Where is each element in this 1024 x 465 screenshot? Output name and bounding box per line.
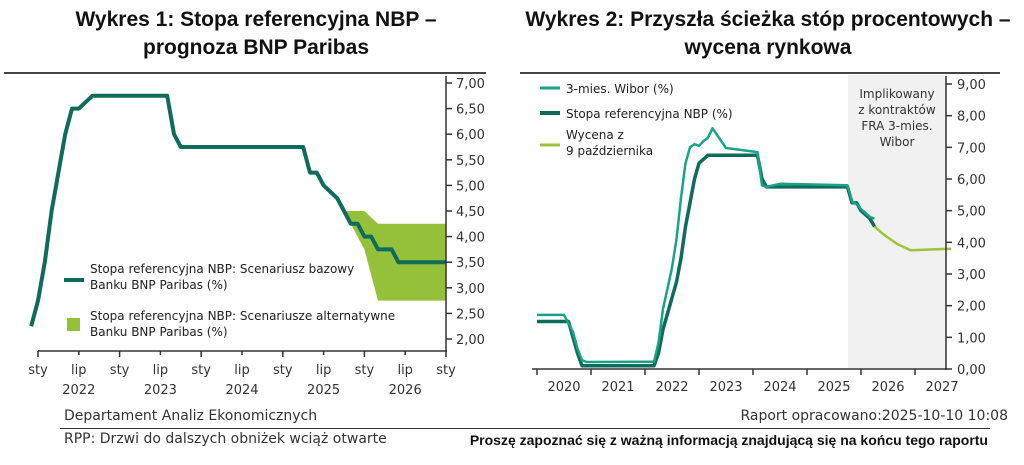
chart1-title-line2: prognoza BNP Paribas (143, 36, 369, 59)
footer-disclaimer: Proszę zapoznać się z ważną informacją z… (469, 432, 988, 448)
chart1-y-ticks: 7,00 6,50 6,00 5,50 5,00 4,50 4,00 3,50 3,00 2,50… (446, 77, 485, 348)
y-tick-label: 4,00 (957, 236, 986, 251)
x-year-label: 2022 (62, 383, 95, 398)
x-month-label: sty (110, 363, 130, 378)
chart2-legend-nbp: Stopa referencyjna NBP (%) (566, 107, 733, 121)
x-year-label: 2024 (225, 383, 258, 398)
x-year-label: 2023 (709, 380, 742, 395)
chart2-market-pricing-line (873, 225, 952, 252)
shade-label-line4: Wibor (880, 135, 915, 149)
chart1-legend-2-line1: Stopa referencyjna NBP: Scenariusze alte… (90, 309, 395, 323)
x-year-label: 2025 (307, 383, 340, 398)
x-month-label: lip (316, 363, 331, 378)
y-tick-label: 4,00 (456, 231, 485, 246)
chart1-base-scenario-line (29, 93, 446, 327)
chart1-title: Wykres 1: Stopa referencyjna NBP – progn… (0, 6, 512, 62)
y-tick-label: 2,00 (957, 300, 986, 315)
x-year-label: 2025 (817, 380, 850, 395)
x-year-label: 2022 (655, 380, 688, 395)
y-tick-label: 0,00 (957, 363, 986, 378)
x-year-label: 2021 (601, 380, 634, 395)
y-tick-label: 8,00 (957, 110, 986, 125)
x-month-label: sty (273, 363, 293, 378)
x-month-label: lip (153, 363, 168, 378)
y-tick-label: 4,50 (456, 205, 485, 220)
x-month-label: sty (191, 363, 211, 378)
y-tick-label: 5,00 (456, 179, 485, 194)
x-year-label: 2020 (547, 380, 580, 395)
chart2-title-line2: wycena rynkowa (684, 36, 852, 59)
x-year-label: 2026 (871, 380, 904, 395)
x-month-label: sty (355, 363, 375, 378)
chart1: 7,00 6,50 6,00 5,50 5,00 4,50 4,00 3,50 3,00 2,50… (4, 72, 486, 398)
chart2-legend-pricing-line2: 9 października (566, 144, 653, 158)
chart1-x-ticks: sty lip sty lip sty lip sty lip sty lip sty 2022 202… (28, 351, 456, 398)
x-year-label: 2024 (763, 380, 796, 395)
y-tick-label: 3,00 (456, 282, 485, 297)
y-tick-label: 6,00 (957, 173, 986, 188)
x-month-label: lip (397, 363, 412, 378)
legend-square-swatch-icon (67, 318, 80, 331)
y-tick-label: 7,00 (456, 77, 485, 92)
footer-report-title: RPP: Drzwi do dalszych obniżek wciąż otw… (64, 431, 387, 447)
chart1-legend-1-line1: Stopa referencyjna NBP: Scenariusz bazow… (90, 262, 354, 276)
chart2-legend-pricing-line1: Wycena z (566, 128, 624, 142)
y-tick-label: 1,00 (957, 331, 986, 346)
y-tick-label: 5,00 (957, 205, 986, 220)
chart1-legend-2-line2: Banku BNP Paribas (%) (90, 325, 228, 339)
chart2-forecast-shaded-region (848, 75, 946, 368)
chart2-x-ticks: 2020 2021 2022 2023 2024 2025 2026 2027 (536, 369, 959, 395)
chart2-title: Wykres 2: Przyszła ścieżka stóp procento… (512, 6, 1024, 62)
y-tick-label: 9,00 (957, 78, 986, 93)
chart2-title-line1: Wykres 2: Przyszła ścieżka stóp procento… (525, 8, 1011, 31)
footer-department: Departament Analiz Ekonomicznych (64, 408, 318, 424)
y-tick-label: 6,50 (456, 103, 485, 118)
shade-label-line1: Implikowany (859, 87, 934, 101)
footer-report-date: Raport opracowano:2025-10-10 10:08 (740, 408, 1008, 424)
chart2: Implikowany z kontraktów FRA 3-mies. Wib… (520, 72, 1000, 395)
y-tick-label: 2,00 (456, 333, 485, 348)
chart1-legend: Stopa referencyjna NBP: Scenariusz bazow… (64, 262, 395, 339)
chart2-legend: 3-mies. Wibor (%) Stopa referencyjna NBP… (540, 82, 733, 158)
y-tick-label: 5,50 (456, 154, 485, 169)
y-tick-label: 3,00 (957, 268, 986, 283)
x-year-label: 2026 (389, 383, 422, 398)
chart2-shade-label: Implikowany z kontraktów FRA 3-mies. Wib… (858, 87, 936, 149)
chart1-legend-1-line2: Banku BNP Paribas (%) (90, 278, 228, 292)
chart2-nbp-rate-line (537, 153, 877, 368)
shade-label-line3: FRA 3-mies. (861, 119, 932, 133)
shade-label-line2: z kontraktów (858, 103, 936, 117)
x-month-label: lip (234, 363, 249, 378)
y-tick-label: 2,50 (456, 307, 485, 322)
y-tick-label: 6,00 (456, 128, 485, 143)
chart1-title-line1: Wykres 1: Stopa referencyjna NBP – (75, 8, 437, 31)
x-month-label: sty (28, 363, 48, 378)
chart2-wibor-line (537, 127, 875, 364)
chart2-y-ticks: 9,00 8,00 7,00 6,00 5,00 4,00 3,00 2,00 1,00 0,00 (946, 78, 986, 378)
chart2-legend-wibor: 3-mies. Wibor (%) (566, 82, 674, 96)
x-month-label: sty (436, 363, 456, 378)
footer-divider (60, 428, 990, 429)
x-year-label: 2023 (144, 383, 177, 398)
x-month-label: lip (71, 363, 86, 378)
y-tick-label: 3,50 (456, 256, 485, 271)
x-year-label: 2027 (925, 380, 958, 395)
y-tick-label: 7,00 (957, 141, 986, 156)
